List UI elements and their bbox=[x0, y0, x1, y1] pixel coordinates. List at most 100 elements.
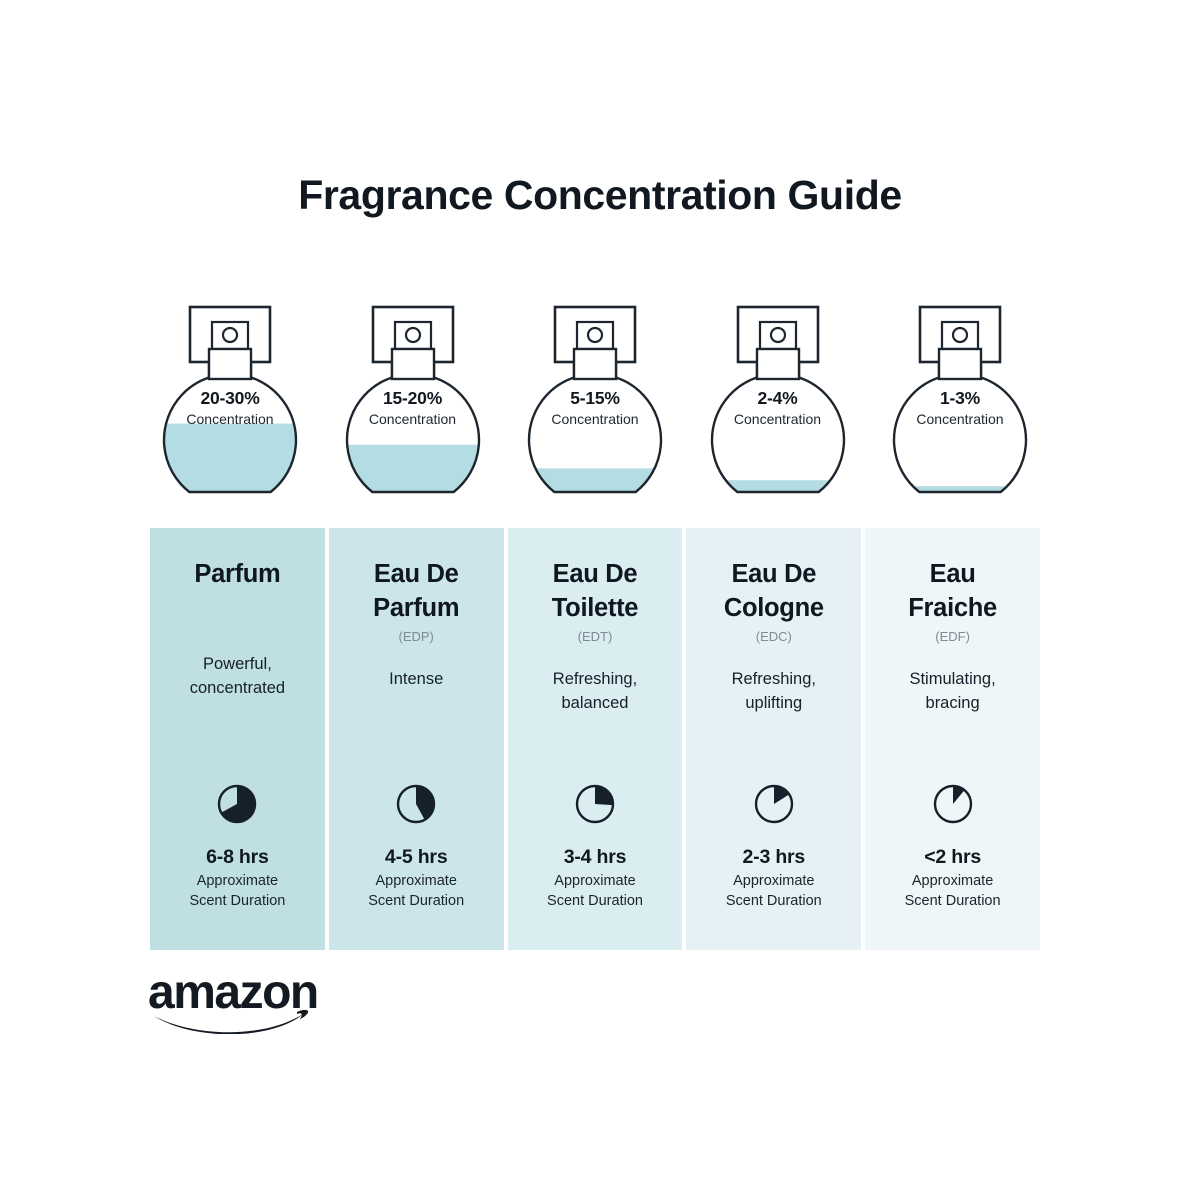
bottle-neck-front bbox=[207, 347, 253, 381]
card-abbreviation: (EDF) bbox=[935, 628, 970, 644]
bottle-cap-inner bbox=[210, 320, 250, 351]
bottle-neck-front bbox=[755, 347, 800, 381]
card-description: Intense bbox=[329, 668, 504, 692]
card-description-line: Stimulating, bbox=[909, 669, 996, 688]
duration-sublabel-line1: Approximate bbox=[911, 873, 994, 890]
card-title-line: Fraiche bbox=[908, 593, 997, 622]
bottle-body bbox=[892, 372, 1028, 494]
duration-sublabel-line2: Scent Duration bbox=[189, 892, 286, 909]
fragrance-card-3[interactable]: Eau De Toilette (EDT) Refreshing, balanced 3-… bbox=[507, 528, 683, 950]
card-description: Powerful, concentrated bbox=[150, 653, 325, 701]
duration-value: 4-5 hrs bbox=[384, 846, 448, 868]
clock-icon-wrap bbox=[686, 782, 861, 826]
bottle-neck-front bbox=[937, 347, 983, 381]
bottle-glyph bbox=[710, 305, 845, 494]
clock-duration-icon bbox=[218, 784, 257, 824]
clock-duration-icon bbox=[754, 784, 793, 824]
card-description-line: Powerful, bbox=[203, 654, 272, 673]
bottle-body bbox=[710, 372, 845, 494]
duration-sublabel-line2: Scent Duration bbox=[547, 892, 643, 909]
card-description: Refreshing, uplifting bbox=[686, 668, 861, 716]
clock-icon-wrap bbox=[329, 782, 504, 826]
card-title: Eau De Toilette bbox=[508, 558, 683, 626]
bottle-glyph bbox=[527, 305, 663, 494]
duration-sublabel-line2: Scent Duration bbox=[904, 892, 1001, 909]
bottle-sprayer-icon bbox=[951, 326, 969, 344]
card-title-line: Eau De bbox=[731, 560, 817, 588]
duration-sublabel-line1: Approximate bbox=[733, 873, 815, 890]
fragrance-card-2[interactable]: Eau De Parfum (EDP) Intense 4-5 hrs Approxima… bbox=[328, 528, 504, 950]
card-abbreviation: (EDT) bbox=[577, 628, 613, 644]
page-title: Fragrance Concentration Guide bbox=[298, 172, 902, 218]
bottle-sprayer-icon bbox=[221, 326, 239, 344]
bottle-liquid bbox=[346, 444, 479, 492]
duration-value: 3-4 hrs bbox=[563, 846, 627, 868]
duration-sublabel-line2: Scent Duration bbox=[368, 892, 465, 909]
fragrance-card-4[interactable]: Eau De Cologne (EDC) Refreshing, uplifting 2-… bbox=[686, 528, 862, 950]
duration-block: 4-5 hrs Approximate Scent Duration bbox=[329, 846, 504, 911]
duration-sublabel-line2: Scent Duration bbox=[725, 892, 822, 909]
clock-icon-wrap bbox=[150, 782, 325, 826]
duration-value: 6-8 hrs bbox=[206, 846, 269, 868]
svg-text:amazon: amazon bbox=[148, 968, 318, 1019]
bottle-neck-front bbox=[572, 347, 618, 381]
duration-sublabel-line1: Approximate bbox=[375, 873, 457, 890]
card-description-line: Refreshing, bbox=[731, 669, 816, 688]
card-title-line: Cologne bbox=[723, 593, 824, 622]
bottle-4: 2-4% Concentration bbox=[698, 296, 858, 518]
bottle-liquid bbox=[711, 480, 844, 492]
card-description-line: Intense bbox=[389, 669, 444, 688]
card-title-line: Toilette bbox=[551, 593, 639, 622]
bottle-1: 20-30% Concentration bbox=[150, 296, 310, 518]
bottle-glyph bbox=[162, 305, 298, 494]
bottle-glyph bbox=[892, 305, 1028, 494]
card-description: Stimulating, bracing bbox=[865, 668, 1040, 716]
bottle-row: 20-30% Concentration 15-20% Concentration 5-… bbox=[150, 296, 1040, 518]
clock-duration-icon bbox=[933, 784, 972, 824]
duration-sublabel-line1: Approximate bbox=[196, 873, 279, 890]
card-title: Eau De Parfum bbox=[329, 558, 504, 626]
card-title: Eau Fraiche bbox=[865, 558, 1040, 626]
duration-value: 2-3 hrs bbox=[742, 846, 806, 868]
card-title-line: Parfum bbox=[194, 560, 281, 588]
card-description-line: concentrated bbox=[189, 678, 286, 697]
card-title-line: Eau De bbox=[552, 560, 638, 588]
bottle-5: 1-3% Concentration bbox=[880, 296, 1040, 518]
duration-sublabel-line1: Approximate bbox=[554, 873, 636, 890]
fragrance-card-5[interactable]: Eau Fraiche (EDF) Stimulating, bracing <2 hrs… bbox=[865, 528, 1040, 950]
clock-icon-wrap bbox=[508, 782, 683, 826]
card-abbreviation: (EDP) bbox=[398, 628, 434, 644]
bottle-liquid bbox=[529, 468, 662, 492]
card-description-line: balanced bbox=[561, 693, 629, 712]
clock-duration-icon bbox=[575, 784, 615, 824]
bottle-glyph bbox=[345, 305, 480, 494]
fragrance-card-1[interactable]: Parfum Powerful, concentrated 6-8 hrs Approx… bbox=[150, 528, 325, 950]
card-description-line: uplifting bbox=[745, 693, 803, 712]
duration-block: 6-8 hrs Approximate Scent Duration bbox=[150, 846, 325, 911]
duration-block: 3-4 hrs Approximate Scent Duration bbox=[508, 846, 683, 911]
card-abbreviation bbox=[150, 595, 325, 611]
duration-sublabel: Approximate Scent Duration bbox=[865, 872, 1040, 910]
card-title-line: Parfum bbox=[373, 593, 460, 622]
fragrance-card-row: Parfum Powerful, concentrated 6-8 hrs Approx… bbox=[150, 528, 1040, 950]
bottle-liquid bbox=[894, 486, 1027, 492]
bottle-sprayer-icon bbox=[586, 326, 604, 344]
card-description-line: bracing bbox=[925, 693, 980, 712]
card-title-line: Eau De bbox=[373, 560, 459, 588]
amazon-logo: amazon bbox=[148, 968, 348, 1034]
bottle-liquid bbox=[164, 423, 297, 492]
card-description: Refreshing, balanced bbox=[508, 668, 683, 716]
duration-sublabel: Approximate Scent Duration bbox=[686, 872, 861, 910]
card-abbreviation: (EDC) bbox=[755, 628, 792, 644]
bottle-neck-front bbox=[390, 347, 435, 381]
duration-sublabel: Approximate Scent Duration bbox=[150, 872, 325, 910]
duration-block: 2-3 hrs Approximate Scent Duration bbox=[686, 846, 861, 911]
card-description-line: Refreshing, bbox=[552, 669, 638, 688]
clock-icon-wrap bbox=[865, 782, 1040, 826]
card-title: Parfum bbox=[150, 558, 325, 592]
duration-sublabel: Approximate Scent Duration bbox=[329, 872, 504, 910]
bottle-sprayer-icon bbox=[769, 326, 786, 344]
bottle-2: 15-20% Concentration bbox=[333, 296, 493, 518]
duration-block: <2 hrs Approximate Scent Duration bbox=[865, 846, 1040, 911]
